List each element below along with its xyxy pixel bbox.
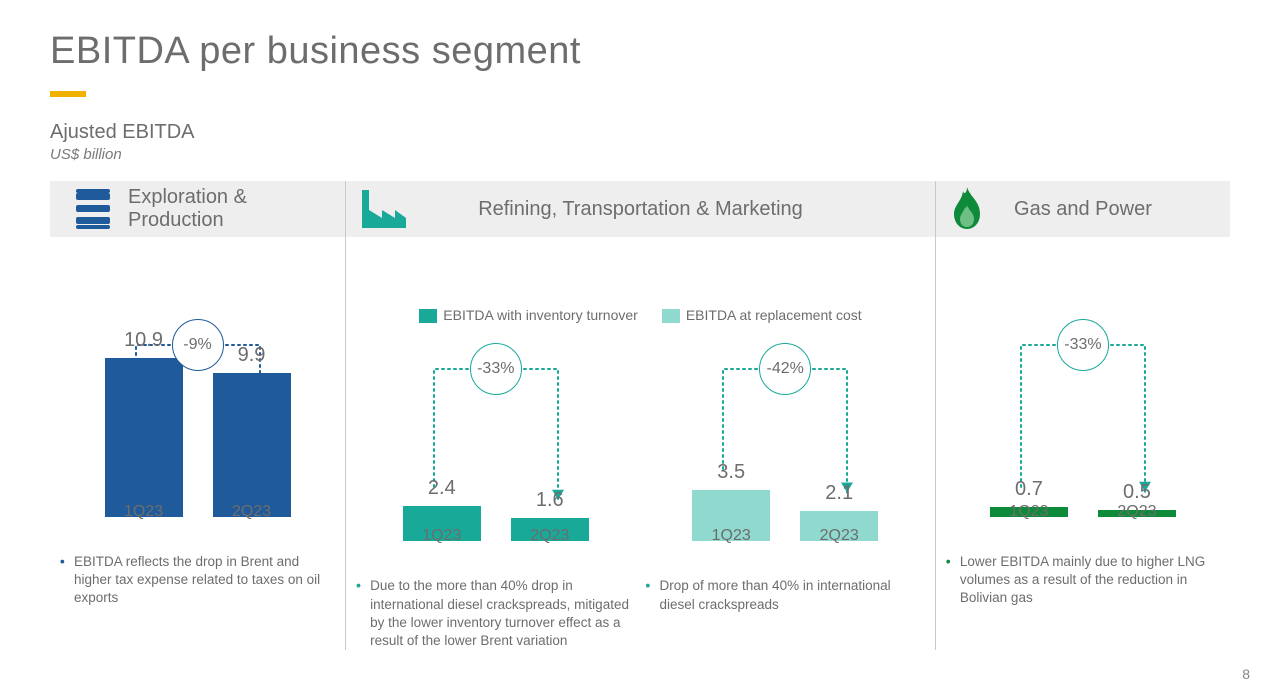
notes-gas: •Lower EBITDA mainly due to higher LNG v… [946, 553, 1220, 608]
x-label: 1Q23 [397, 523, 487, 545]
bar-value: 3.5 [717, 461, 745, 484]
delta-bubble: -42% [759, 343, 811, 395]
x-label: 1Q23 [686, 523, 776, 545]
page-number: 8 [1242, 666, 1250, 682]
note-text: Lower EBITDA mainly due to higher LNG vo… [960, 554, 1205, 605]
notes-exploration: •EBITDA reflects the drop in Brent and h… [60, 553, 335, 608]
segment-title: Exploration & Production [128, 186, 335, 232]
legend-label: EBITDA at replacement cost [686, 307, 862, 323]
delta-bubble: -33% [470, 343, 522, 395]
legend-swatch [662, 309, 680, 323]
legend-swatch [419, 309, 437, 323]
legend-item: EBITDA with inventory turnover [419, 307, 638, 323]
flame-icon [950, 187, 984, 231]
delta-bubble: -33% [1057, 319, 1109, 371]
accent-bar [50, 91, 86, 97]
segment-refining: Refining, Transportation & Marketing EBI… [345, 181, 935, 650]
bar [105, 358, 183, 517]
legend-label: EBITDA with inventory turnover [443, 307, 638, 323]
bar-value: 9.9 [238, 344, 266, 367]
bar [213, 373, 291, 517]
bar-value: 2.4 [428, 477, 456, 500]
segment-title: Gas and Power [1014, 198, 1152, 221]
legend-item: EBITDA at replacement cost [662, 307, 862, 323]
subtitle: Ajusted EBITDA [50, 121, 1230, 144]
slide: EBITDA per business segment Ajusted EBIT… [0, 0, 1280, 698]
segments-row: Exploration & Production -9% 10.9 [50, 181, 1230, 650]
barrel-icon [70, 187, 116, 231]
segment-exploration: Exploration & Production -9% 10.9 [50, 181, 345, 650]
chart-exploration: -9% 10.9 9.9 1Q23 2Q23 [60, 313, 335, 543]
chart-refining-inventory: -33% 2.4 1.6 1Q23 2Q23 [356, 337, 635, 567]
segment-title: Refining, Transportation & Marketing [478, 198, 803, 221]
note-text: Drop of more than 40% in international d… [660, 578, 891, 611]
chart-refining-replacement: -42% 3.5 2.1 1Q23 2Q23 [646, 337, 925, 567]
x-label: 2Q23 [794, 523, 884, 545]
chart-gas: -33% 0.7 0.5 1Q23 2Q23 [946, 313, 1220, 543]
bar-value: 0.7 [1015, 478, 1043, 501]
delta-bubble: -9% [172, 319, 224, 371]
refining-legend: EBITDA with inventory turnover EBITDA at… [356, 307, 925, 323]
x-label: 2Q23 [505, 523, 595, 545]
subtitle-unit: US$ billion [50, 146, 1230, 163]
page-title: EBITDA per business segment [50, 30, 1230, 73]
note-text: EBITDA reflects the drop in Brent and hi… [74, 554, 320, 605]
bar-value: 10.9 [124, 329, 163, 352]
x-label: 1Q23 [984, 499, 1074, 521]
notes-refining-right: •Drop of more than 40% in international … [646, 577, 925, 613]
notes-refining-left: •Due to the more than 40% drop in intern… [356, 577, 635, 650]
bar-value: 1.6 [536, 489, 564, 512]
x-label: 2Q23 [207, 499, 297, 521]
x-label: 2Q23 [1092, 499, 1182, 521]
segment-gas: Gas and Power -33% 0.7 [935, 181, 1230, 650]
x-label: 1Q23 [99, 499, 189, 521]
bar-value: 2.1 [825, 482, 853, 505]
note-text: Due to the more than 40% drop in interna… [370, 578, 629, 648]
factory-icon [360, 188, 408, 230]
